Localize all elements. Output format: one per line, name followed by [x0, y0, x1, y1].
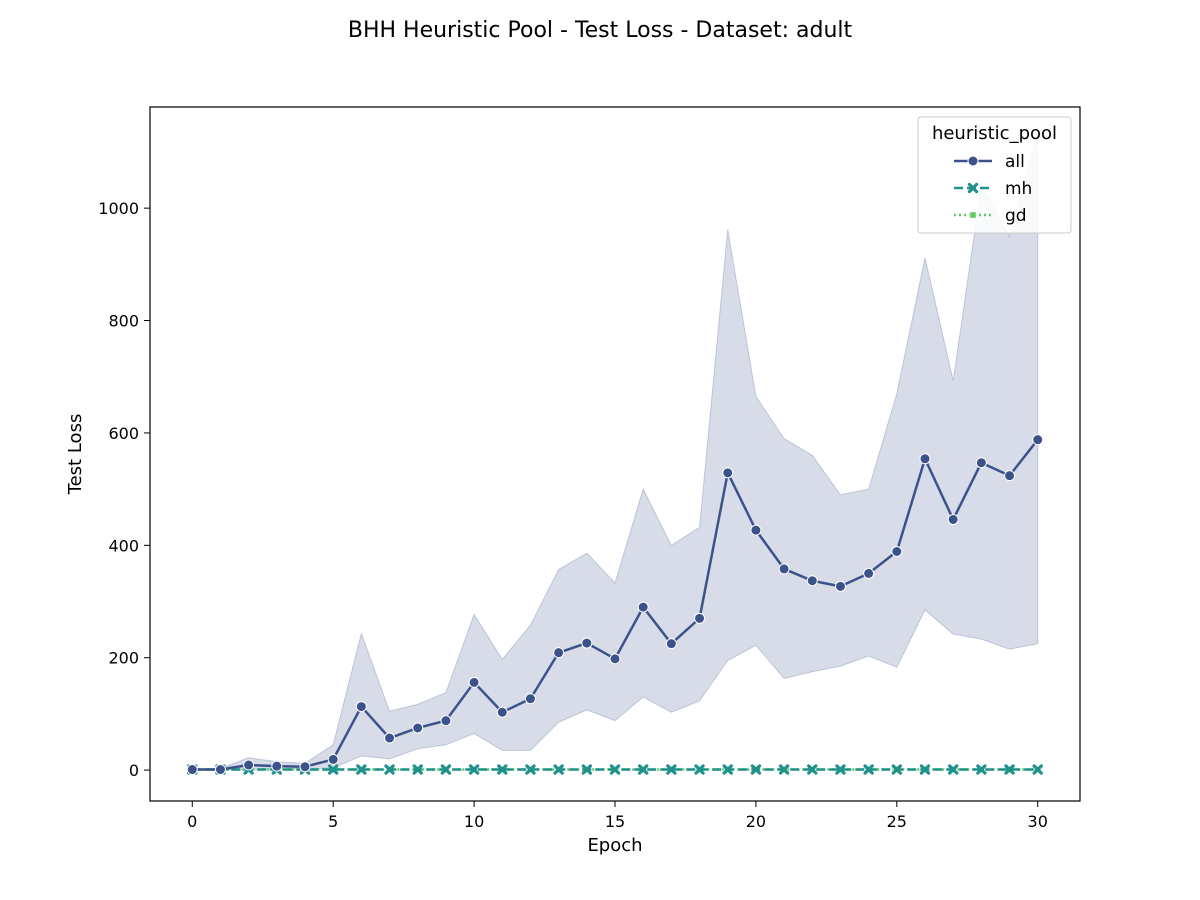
data-point-mh — [1004, 764, 1015, 775]
data-point-all — [384, 732, 396, 744]
y-tick-label: 600 — [108, 424, 139, 443]
x-tick-label: 5 — [328, 812, 338, 831]
data-point-mh — [694, 764, 705, 775]
data-point-all — [778, 563, 790, 575]
data-point-all — [665, 638, 677, 650]
data-point-mh — [440, 764, 452, 775]
data-point-mh — [468, 764, 480, 775]
data-point-all — [186, 764, 198, 776]
data-point-all — [863, 567, 875, 579]
legend-label-mh: mh — [1005, 179, 1032, 199]
data-point-all — [243, 759, 255, 771]
y-tick-label: 200 — [108, 649, 139, 668]
data-point-mh — [356, 764, 367, 775]
data-point-all — [581, 637, 593, 649]
data-point-mh — [807, 764, 818, 775]
data-point-all — [975, 457, 987, 469]
x-tick-label: 20 — [746, 812, 766, 831]
data-point-all — [1032, 434, 1044, 446]
legend-label-gd: gd — [1005, 206, 1027, 226]
data-point-all — [214, 764, 226, 776]
data-point-mh — [666, 764, 677, 775]
data-point-mh — [947, 764, 959, 775]
data-point-mh — [1032, 764, 1043, 775]
x-tick-label: 25 — [887, 812, 907, 831]
legend-marker-mh — [967, 182, 979, 194]
chart-title: BHH Heuristic Pool - Test Loss - Dataset… — [348, 18, 853, 43]
data-point-all — [327, 753, 339, 765]
data-point-mh — [327, 764, 339, 775]
data-point-mh — [497, 764, 508, 775]
data-point-all — [947, 513, 959, 525]
data-point-all — [553, 647, 565, 659]
data-point-all — [440, 715, 452, 727]
y-tick-label: 400 — [108, 536, 139, 555]
axes: 0 5 10 15 20 25 30 0 200 400 600 800 1000 — [98, 199, 1048, 831]
data-point-all — [834, 580, 846, 592]
legend-box — [917, 116, 1072, 234]
legend-marker-all — [967, 155, 979, 167]
data-point-mh — [581, 764, 593, 775]
data-point-all — [919, 453, 931, 465]
legend: heuristic_pool all mh gd — [917, 116, 1072, 234]
data-point-all — [468, 676, 480, 688]
data-point-mh — [835, 764, 846, 775]
y-axis-label: Test Loss — [65, 414, 86, 496]
y-tick-label: 1000 — [98, 199, 139, 218]
data-point-all — [806, 575, 818, 587]
x-axis-label: Epoch — [587, 835, 642, 856]
data-point-mh — [863, 764, 874, 775]
y-tick-label: 800 — [108, 312, 139, 331]
legend-label-all: all — [1005, 152, 1025, 172]
x-tick-label: 15 — [605, 812, 625, 831]
data-point-all — [412, 722, 424, 734]
data-point-all — [609, 653, 621, 665]
data-point-all — [694, 612, 706, 624]
y-tick-label: 0 — [129, 761, 139, 780]
data-point-mh — [722, 764, 733, 775]
data-point-all — [496, 706, 508, 718]
data-point-mh — [637, 764, 649, 775]
data-point-mh — [750, 764, 762, 775]
data-point-all — [891, 545, 903, 557]
data-point-mh — [919, 764, 931, 775]
confidence-band-all — [191, 132, 1039, 771]
data-point-all — [1004, 470, 1016, 482]
x-tick-label: 10 — [464, 812, 484, 831]
data-point-mh — [384, 764, 395, 775]
legend-title: heuristic_pool — [932, 123, 1057, 144]
data-point-all — [299, 761, 311, 773]
data-point-mh — [525, 764, 536, 775]
data-point-mh — [553, 764, 564, 775]
data-point-mh — [609, 764, 621, 775]
data-point-mh — [891, 764, 903, 775]
data-point-all — [637, 601, 649, 613]
data-point-mh — [976, 764, 987, 775]
data-point-all — [355, 701, 367, 713]
data-point-mh — [412, 764, 423, 775]
plot-area — [186, 132, 1044, 776]
data-point-all — [722, 467, 734, 479]
x-tick-label: 0 — [187, 812, 197, 831]
data-point-all — [271, 760, 283, 772]
legend-marker-gd — [969, 211, 977, 219]
data-point-all — [750, 524, 762, 536]
x-tick-label: 30 — [1028, 812, 1048, 831]
data-point-all — [524, 693, 536, 705]
data-point-mh — [778, 764, 790, 775]
